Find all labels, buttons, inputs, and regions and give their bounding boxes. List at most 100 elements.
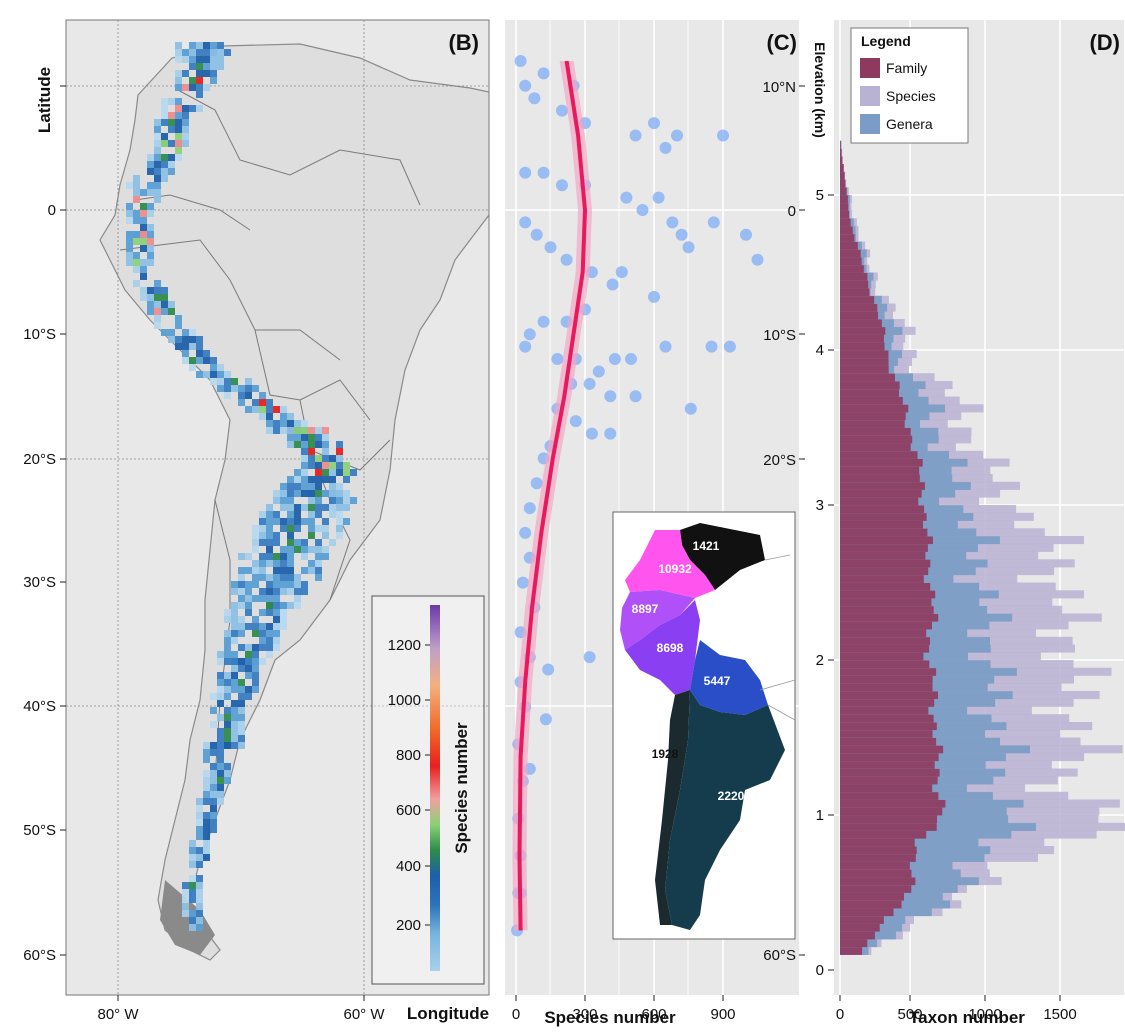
family-bar xyxy=(840,892,904,901)
heatmap-cell xyxy=(315,455,322,462)
heatmap-cell xyxy=(287,560,294,567)
heatmap-cell xyxy=(231,630,238,637)
heatmap-cell xyxy=(238,665,245,672)
heatmap-cell xyxy=(231,728,238,735)
heatmap-cell xyxy=(217,777,224,784)
heatmap-cell xyxy=(336,448,343,455)
family-bar xyxy=(840,528,928,537)
heatmap-cell xyxy=(336,511,343,518)
heatmap-cell xyxy=(245,644,252,651)
heatmap-cell xyxy=(336,525,343,532)
d-ytick-4: 4 xyxy=(816,342,824,359)
heatmap-cell xyxy=(189,77,196,84)
heatmap-cell xyxy=(273,427,280,434)
heatmap-cell xyxy=(329,455,336,462)
heatmap-cell xyxy=(315,567,322,574)
family-bar xyxy=(840,404,909,413)
heatmap-cell xyxy=(252,560,259,567)
heatmap-cell xyxy=(308,434,315,441)
legend-swatch-species xyxy=(860,86,880,106)
heatmap-cell xyxy=(294,483,301,490)
heatmap-cell xyxy=(217,651,224,658)
heatmap-cell xyxy=(133,189,140,196)
heatmap-cell xyxy=(280,497,287,504)
species-point xyxy=(751,253,764,266)
colorbar-tick-400: 400 xyxy=(396,858,421,875)
family-bar xyxy=(840,559,931,568)
family-bar xyxy=(840,350,889,359)
heatmap-cell xyxy=(322,476,329,483)
heatmap-cell xyxy=(168,112,175,119)
heatmap-cell xyxy=(196,805,203,812)
species-point xyxy=(648,290,660,303)
heatmap-cell xyxy=(322,504,329,511)
heatmap-cell xyxy=(266,581,273,588)
family-bar xyxy=(840,784,933,793)
c-xtick-300: 300 xyxy=(572,1006,597,1023)
heatmap-cell xyxy=(161,287,168,294)
heatmap-cell xyxy=(203,812,210,819)
heatmap-cell xyxy=(147,238,154,245)
heatmap-cell xyxy=(273,616,280,623)
d-xtick-1500: 1500 xyxy=(1043,1006,1076,1023)
heatmap-cell xyxy=(133,266,140,273)
heatmap-cell xyxy=(154,301,161,308)
species-point xyxy=(537,315,550,328)
heatmap-cell xyxy=(315,483,322,490)
heatmap-cell xyxy=(308,546,315,553)
heatmap-cell xyxy=(287,483,294,490)
heatmap-cell xyxy=(196,833,203,840)
heatmap-cell xyxy=(308,560,315,567)
heatmap-cell xyxy=(329,469,336,476)
heatmap-cell xyxy=(287,539,294,546)
heatmap-cell xyxy=(231,686,238,693)
heatmap-cell xyxy=(182,105,189,112)
species-point xyxy=(519,166,532,179)
heatmap-cell xyxy=(196,896,203,903)
heatmap-cell xyxy=(231,742,238,749)
b-ytick-0: 0 xyxy=(48,202,56,219)
family-bar xyxy=(840,466,920,475)
heatmap-cell xyxy=(322,469,329,476)
heatmap-cell xyxy=(273,630,280,637)
family-bar xyxy=(840,644,930,653)
heatmap-cell xyxy=(217,763,224,770)
heatmap-cell xyxy=(273,511,280,518)
heatmap-cell xyxy=(126,238,133,245)
species-point xyxy=(675,228,688,241)
heatmap-cell xyxy=(308,490,315,497)
species-point xyxy=(629,129,642,142)
heatmap-cell xyxy=(210,378,217,385)
heatmap-cell xyxy=(280,518,287,525)
heatmap-cell xyxy=(224,385,231,392)
colorbar-gradient xyxy=(430,605,440,971)
family-bar xyxy=(840,311,878,320)
family-bar xyxy=(840,791,939,800)
family-bar xyxy=(840,226,853,235)
heatmap-cell xyxy=(280,553,287,560)
heatmap-cell xyxy=(287,567,294,574)
heatmap-cell xyxy=(322,490,329,497)
heatmap-cell xyxy=(280,413,287,420)
heatmap-cell xyxy=(322,427,329,434)
heatmap-cell xyxy=(322,448,329,455)
heatmap-cell xyxy=(266,546,273,553)
heatmap-cell xyxy=(182,336,189,343)
d-ytick-1: 1 xyxy=(816,807,824,824)
heatmap-cell xyxy=(266,560,273,567)
heatmap-cell xyxy=(259,567,266,574)
heatmap-cell xyxy=(252,525,259,532)
heatmap-cell xyxy=(343,518,350,525)
taxon-bars xyxy=(840,140,1125,955)
heatmap-cell xyxy=(210,63,217,70)
inset-value-2220: 2220 xyxy=(718,789,745,803)
heatmap-cell xyxy=(168,308,175,315)
family-bar xyxy=(840,869,912,878)
heatmap-cell xyxy=(133,252,140,259)
heatmap-cell xyxy=(259,525,266,532)
family-bar xyxy=(840,412,906,421)
heatmap-cell xyxy=(224,679,231,686)
heatmap-cell xyxy=(315,441,322,448)
heatmap-cell xyxy=(343,469,350,476)
panel-c-tag: (C) xyxy=(766,30,797,55)
